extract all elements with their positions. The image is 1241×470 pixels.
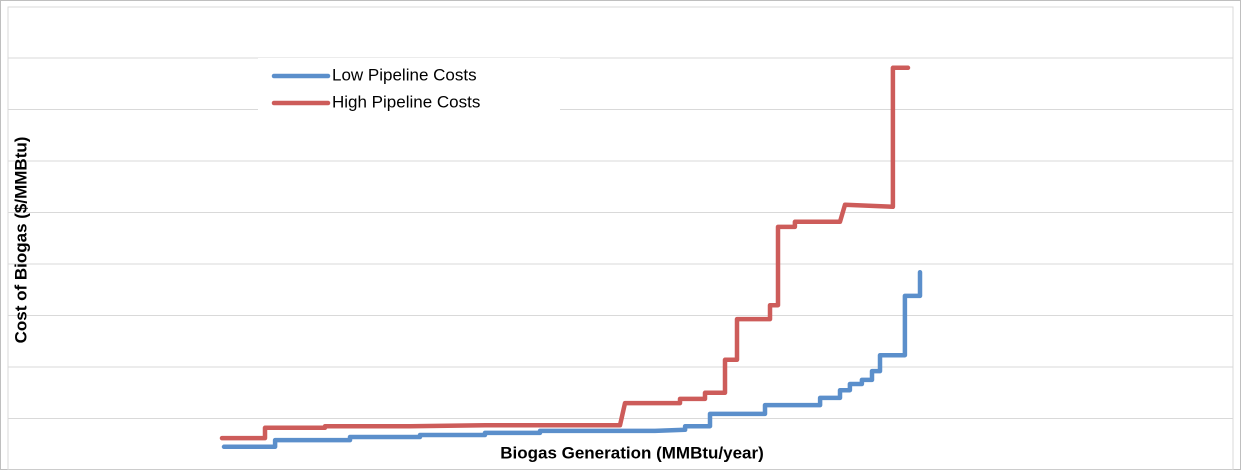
legend-label: High Pipeline Costs bbox=[332, 92, 480, 111]
plot-area bbox=[7, 6, 1234, 470]
legend-label: Low Pipeline Costs bbox=[332, 65, 477, 84]
legend: Low Pipeline Costs High Pipeline Costs bbox=[258, 58, 560, 126]
legend-box bbox=[258, 58, 560, 126]
lines bbox=[219, 65, 923, 450]
y-axis-label: Cost of Biogas ($/MMBtu) bbox=[11, 137, 30, 344]
series-line bbox=[221, 269, 923, 450]
grid bbox=[8, 57, 1233, 419]
series-line bbox=[219, 65, 911, 441]
x-axis-label: Biogas Generation (MMBtu/year) bbox=[500, 443, 764, 462]
